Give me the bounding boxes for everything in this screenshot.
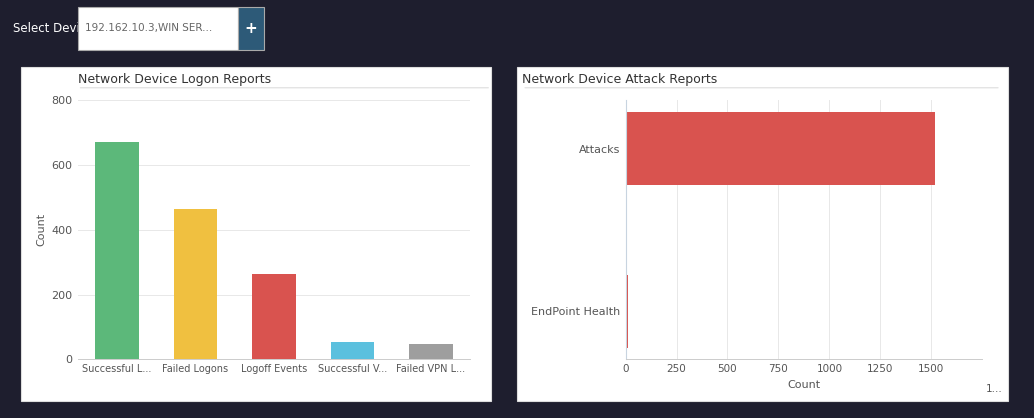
Bar: [95, 143, 139, 359]
FancyBboxPatch shape: [238, 7, 264, 50]
Y-axis label: Count: Count: [36, 213, 45, 247]
Bar: [409, 344, 453, 359]
Bar: [174, 209, 217, 359]
Bar: [331, 342, 374, 359]
Text: Network Device Attack Reports: Network Device Attack Reports: [522, 73, 718, 86]
X-axis label: Count: Count: [787, 380, 821, 390]
Text: 1...: 1...: [985, 384, 1003, 394]
FancyBboxPatch shape: [78, 7, 238, 50]
Bar: [626, 275, 628, 348]
Bar: [626, 112, 936, 185]
Bar: [252, 274, 296, 359]
Text: +: +: [244, 21, 257, 36]
Text: 192.162.10.3,WIN SER...: 192.162.10.3,WIN SER...: [85, 23, 212, 33]
Text: Network Device Logon Reports: Network Device Logon Reports: [78, 73, 271, 86]
Text: Select Device: Select Device: [13, 22, 94, 35]
